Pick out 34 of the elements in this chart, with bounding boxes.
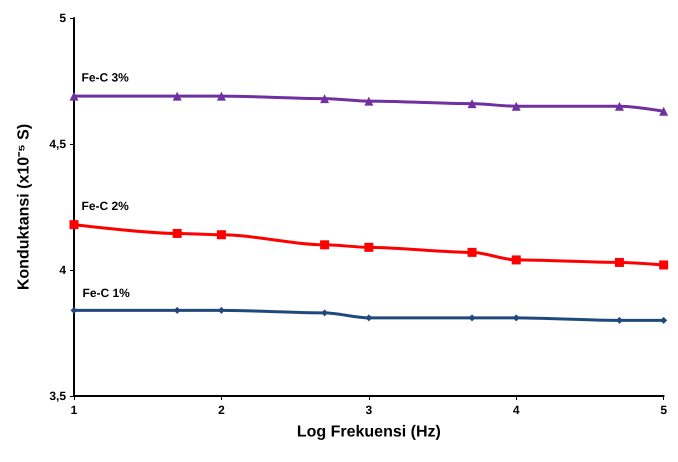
y-axis-title: Konduktansi (x10⁻⁵ S) <box>16 124 32 290</box>
x-axis-title: Log Frekuensi (Hz) <box>296 424 441 440</box>
y-tick-label: 3,5 <box>49 389 66 403</box>
point <box>614 258 624 267</box>
point <box>659 260 668 270</box>
x-tick-label: 2 <box>218 403 226 417</box>
x-tick-label: 5 <box>660 403 668 417</box>
x-tick-label: 1 <box>70 403 78 417</box>
point <box>320 240 330 250</box>
point <box>659 106 668 116</box>
point <box>172 228 182 238</box>
point <box>172 92 182 101</box>
point <box>70 92 78 101</box>
point <box>660 316 668 324</box>
y-tick-label: 4,5 <box>49 137 66 151</box>
y-tick-label: 5 <box>59 11 66 25</box>
point <box>320 94 330 104</box>
x-tick-label: 3 <box>365 403 372 417</box>
point <box>512 255 521 264</box>
x-tick-label: 4 <box>512 403 520 417</box>
y-tick-label: 4 <box>59 263 66 277</box>
point <box>614 102 624 111</box>
point <box>216 92 226 101</box>
point <box>70 220 78 230</box>
point <box>364 96 374 106</box>
series-label: Fe-C 3% <box>82 70 130 85</box>
series-label: Fe-C 1% <box>82 286 130 300</box>
point <box>364 242 374 252</box>
point <box>70 306 78 314</box>
point <box>512 102 521 111</box>
point <box>468 99 477 108</box>
point <box>216 230 226 240</box>
point <box>468 248 477 257</box>
series-label: Fe-C 2% <box>82 199 130 214</box>
